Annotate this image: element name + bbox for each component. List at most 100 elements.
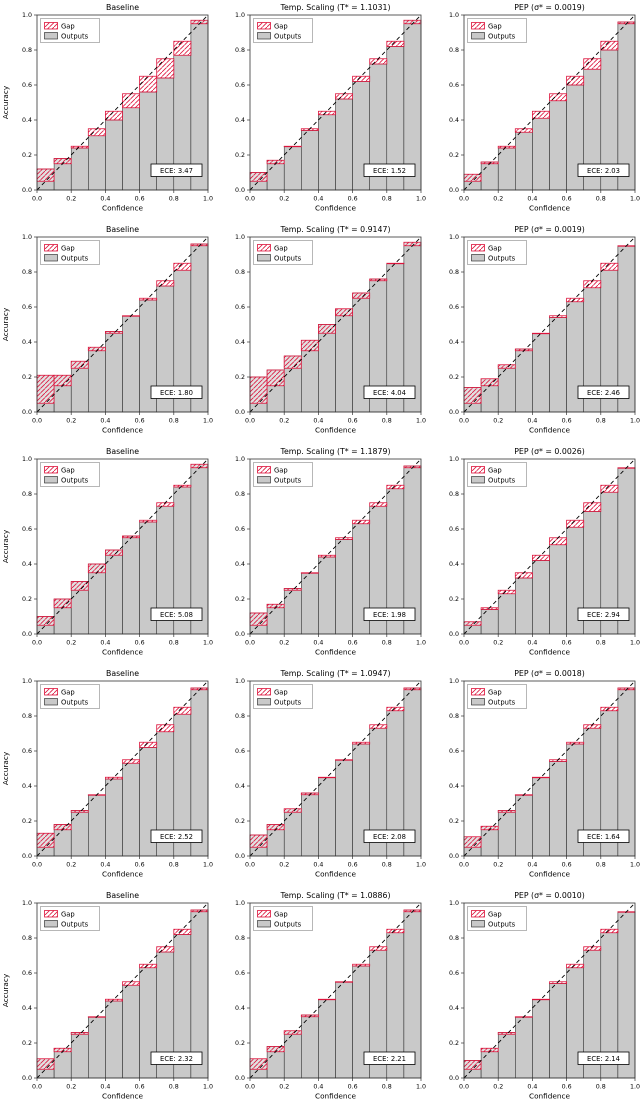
x-tick-label: 0.2 xyxy=(280,196,290,203)
y-tick-label: 0.4 xyxy=(22,339,32,346)
legend-label-outputs: Outputs xyxy=(488,698,516,706)
ece-box xyxy=(150,385,203,400)
ece-annotation: ECE: 1.98 xyxy=(364,607,416,621)
gap-bar xyxy=(318,776,337,778)
x-axis-label: Confidence xyxy=(529,426,571,435)
legend-swatch-gap xyxy=(44,466,59,474)
gap-bars xyxy=(36,20,209,183)
y-tick-label: 0.8 xyxy=(449,935,459,942)
plot-title: Temp. Scaling (T* = 1.1031) xyxy=(280,3,391,12)
output-bar xyxy=(531,560,550,635)
y-tick-label: 0.2 xyxy=(235,153,245,160)
ece-box xyxy=(150,163,203,178)
x-tick-label: 0.0 xyxy=(459,418,469,425)
gap-bar xyxy=(566,741,584,745)
gap-bars xyxy=(250,687,422,848)
x-tick-label: 0.2 xyxy=(493,418,503,425)
y-tick-label: 0.8 xyxy=(449,713,459,720)
gap-bar xyxy=(352,741,371,745)
output-bar xyxy=(122,762,141,857)
ece-annotation: ECE: 1.64 xyxy=(577,829,630,843)
plot-title: Baseline xyxy=(106,225,139,234)
legend-swatch-outputs xyxy=(44,254,58,262)
x-tick-label: 0.6 xyxy=(561,1083,571,1090)
ece-annotation: ECE: 2.32 xyxy=(150,1051,203,1065)
y-tick-label: 0.6 xyxy=(22,970,32,977)
gap-bar xyxy=(497,809,516,813)
gap-bar xyxy=(463,621,482,626)
x-tick-label: 0.4 xyxy=(101,861,111,868)
y-tick-label: 1.0 xyxy=(235,900,245,907)
axes-spines xyxy=(463,458,636,635)
plot-title: Baseline xyxy=(106,3,139,12)
perfect-calibration-line xyxy=(36,236,209,413)
gap-bar xyxy=(53,598,72,609)
legend-swatch-outputs xyxy=(257,697,272,706)
ece-value: ECE: 2.32 xyxy=(160,1055,193,1063)
ece-box xyxy=(577,829,630,843)
gap-bar xyxy=(267,823,286,830)
output-bar xyxy=(531,333,550,413)
output-bars xyxy=(250,687,422,857)
legend-label-gap: Gap xyxy=(274,910,288,918)
plot-title: Temp. Scaling (T* = 1.0886) xyxy=(280,891,391,900)
output-bar xyxy=(301,1014,320,1078)
legend-swatch-gap xyxy=(257,909,272,917)
gap-bar xyxy=(497,589,516,595)
output-bar xyxy=(514,132,533,191)
plot-title: Baseline xyxy=(106,669,139,678)
plot-title: Baseline xyxy=(106,891,139,900)
x-tick-label: 1.0 xyxy=(203,418,213,425)
x-tick-label: 0.8 xyxy=(382,861,392,868)
gap-bar xyxy=(36,168,55,183)
x-axis-label: Confidence xyxy=(315,647,357,656)
plot-title: Baseline xyxy=(106,447,139,456)
gap-bar xyxy=(53,158,72,165)
gap-bars xyxy=(250,20,422,183)
y-tick-label: 0.2 xyxy=(235,818,245,825)
y-tick-label: 0.8 xyxy=(22,269,32,276)
output-bar xyxy=(105,331,123,413)
y-tick-label: 0.4 xyxy=(22,783,32,790)
reliability-plot: 0.0 0.2 0.4 0.6 0.8 1.0 0.0 0.2 0.4 0.6 0.8 1.0 Conf… xyxy=(449,669,640,879)
axes-spines xyxy=(250,902,422,1078)
gap-bar xyxy=(173,484,192,488)
x-tick-label: 0.0 xyxy=(32,196,42,203)
gap-bar xyxy=(566,298,584,303)
x-tick-label: 0.0 xyxy=(32,861,42,868)
gap-bar xyxy=(139,519,158,523)
gap-bar xyxy=(36,1057,55,1070)
gap-bar xyxy=(463,174,482,183)
y-tick-label: 0.2 xyxy=(22,374,32,381)
x-tick-label: 0.4 xyxy=(527,639,537,646)
legend-swatch-outputs xyxy=(257,254,272,262)
legend: Gap Outputs xyxy=(466,683,527,709)
ece-value: ECE: 5.08 xyxy=(160,611,193,619)
gap-bar xyxy=(386,263,405,265)
output-bars xyxy=(36,687,209,857)
gap-bar xyxy=(284,1029,303,1035)
output-bars xyxy=(36,20,209,191)
perfect-calibration-line xyxy=(463,15,636,191)
x-tick-label: 0.0 xyxy=(32,1083,42,1090)
x-tick-label: 0.2 xyxy=(493,861,503,868)
axes-spines xyxy=(463,902,636,1078)
output-bar xyxy=(122,107,141,191)
output-bar xyxy=(122,315,141,413)
gap-bar xyxy=(53,823,72,830)
axes-spines xyxy=(250,680,422,857)
y-tick-label: 0.2 xyxy=(235,374,245,381)
y-tick-label: 0.0 xyxy=(449,1075,459,1082)
gap-bar xyxy=(250,376,268,404)
output-bar xyxy=(497,364,516,413)
x-tick-label: 0.0 xyxy=(245,861,255,868)
y-tick-label: 0.6 xyxy=(449,526,459,533)
ece-value: ECE: 2.94 xyxy=(587,611,620,619)
axes-spines xyxy=(36,236,209,413)
y-tick-label: 0.4 xyxy=(235,561,245,568)
y-tick-label: 0.8 xyxy=(449,269,459,276)
gap-bar xyxy=(600,263,619,271)
y-tick-label: 0.8 xyxy=(235,269,245,276)
x-tick-label: 0.8 xyxy=(596,1083,606,1090)
output-bar xyxy=(480,1047,499,1078)
